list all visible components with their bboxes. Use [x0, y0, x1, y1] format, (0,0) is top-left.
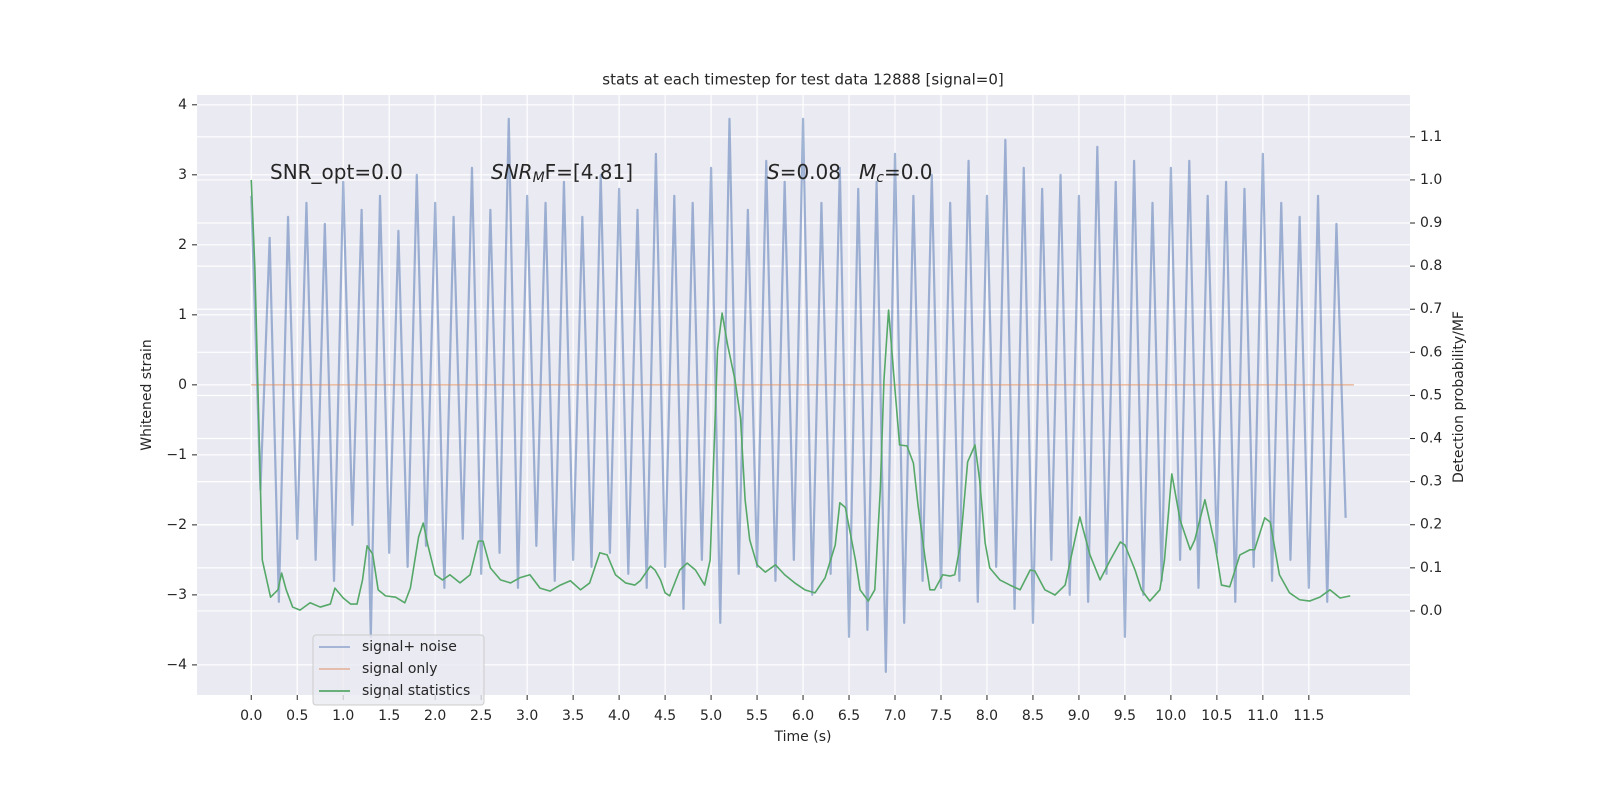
x-tick-label: 1.5 [378, 708, 400, 724]
x-axis-label: Time (s) [774, 729, 832, 745]
x-tick-label: 2.5 [470, 708, 492, 724]
x-tick-label: 11.0 [1247, 708, 1278, 724]
annotation: Mc=0.0 [859, 160, 933, 187]
annotation-part: M [859, 160, 876, 184]
x-tick-label: 0.0 [240, 708, 262, 724]
annotation-part: S [767, 160, 780, 184]
y2-tick-label: 0.0 [1420, 603, 1442, 619]
marks [250, 117, 1354, 673]
x-tick-label: 9.0 [1068, 708, 1090, 724]
y2-tick-label: 0.8 [1420, 258, 1442, 274]
legend-label: signal statistics [362, 683, 470, 699]
legend: signal+ noise signal only signal statistic… [312, 634, 485, 706]
series-line [250, 117, 1347, 673]
y-tick-label: 4 [178, 97, 187, 113]
annotation: SNR_opt=0.0 [270, 160, 403, 184]
annotation-part: =0.08 [780, 160, 841, 184]
y2-tick-label: 0.4 [1420, 431, 1442, 447]
legend-box [312, 634, 485, 706]
y2-tick-label: 0.9 [1420, 215, 1442, 231]
x-tick-label: 6.0 [792, 708, 814, 724]
y2-tick-label: 1.0 [1420, 172, 1442, 188]
y2-tick-label: 1.1 [1420, 129, 1442, 145]
chart-title: stats at each timestep for test data 128… [602, 71, 1003, 89]
y-tick-label: 3 [178, 167, 187, 183]
y2-tick-label: 0.5 [1420, 387, 1442, 403]
x-tick-label: 3.5 [562, 708, 584, 724]
y-tick-label: −3 [166, 587, 187, 603]
axes: 0.0 0.5 1.0 1.5 2.0 2.5 3.0 3.5 4.0 4.5 5.0 5.5 6.0 6… [166, 97, 1442, 724]
annotation-part: =0.0 [884, 160, 933, 184]
x-tick-label: 9.5 [1114, 708, 1136, 724]
y-axis-label: Whitened strain [139, 339, 155, 450]
x-tick-label: 10.0 [1155, 708, 1186, 724]
x-tick-label: 8.5 [1022, 708, 1044, 724]
y-tick-label: −4 [166, 657, 187, 673]
series-line [250, 179, 1351, 611]
annotation-part: SNR_opt=0.0 [270, 160, 403, 184]
x-tick-label: 4.5 [654, 708, 676, 724]
y-tick-label: 1 [178, 307, 187, 323]
x-tick-label: 0.5 [286, 708, 308, 724]
annotation-part: F=[4.81] [545, 160, 633, 184]
y2-tick-label: 0.2 [1420, 517, 1442, 533]
x-tick-label: 5.5 [746, 708, 768, 724]
annotation: S=0.08 [767, 160, 841, 184]
annotation-part: c [876, 170, 884, 186]
y2-tick-label: 0.7 [1420, 301, 1442, 317]
x-tick-label: 11.5 [1293, 708, 1324, 724]
x-tick-label: 7.0 [884, 708, 906, 724]
x-tick-label: 6.5 [838, 708, 860, 724]
y-tick-label: 0 [178, 377, 187, 393]
x-tick-label: 5.0 [700, 708, 722, 724]
annotation-part: SNR [491, 160, 533, 184]
y2-tick-label: 0.6 [1420, 344, 1442, 360]
y2-axis-label: Detection probability/MF [1451, 311, 1467, 483]
legend-label: signal+ noise [362, 639, 457, 655]
y2-tick-label: 0.3 [1420, 474, 1442, 490]
annotation: SNRMF=[4.81] [491, 160, 633, 187]
y-tick-label: −1 [166, 447, 187, 463]
y2-tick-label: 0.1 [1420, 560, 1442, 576]
x-tick-label: 1.0 [332, 708, 354, 724]
x-tick-label: 4.0 [608, 708, 630, 724]
x-tick-label: 7.5 [930, 708, 952, 724]
x-tick-label: 10.5 [1201, 708, 1232, 724]
x-tick-label: 2.0 [424, 708, 446, 724]
y-tick-label: 2 [178, 237, 187, 253]
annotations: SNR_opt=0.0 SNRMF=[4.81] S=0.08 Mc=0.0 [270, 160, 933, 187]
legend-label: signal only [362, 661, 437, 677]
x-tick-label: 8.0 [976, 708, 998, 724]
annotation-part: M [533, 170, 545, 186]
y-tick-label: −2 [166, 517, 187, 533]
x-tick-label: 3.0 [516, 708, 538, 724]
